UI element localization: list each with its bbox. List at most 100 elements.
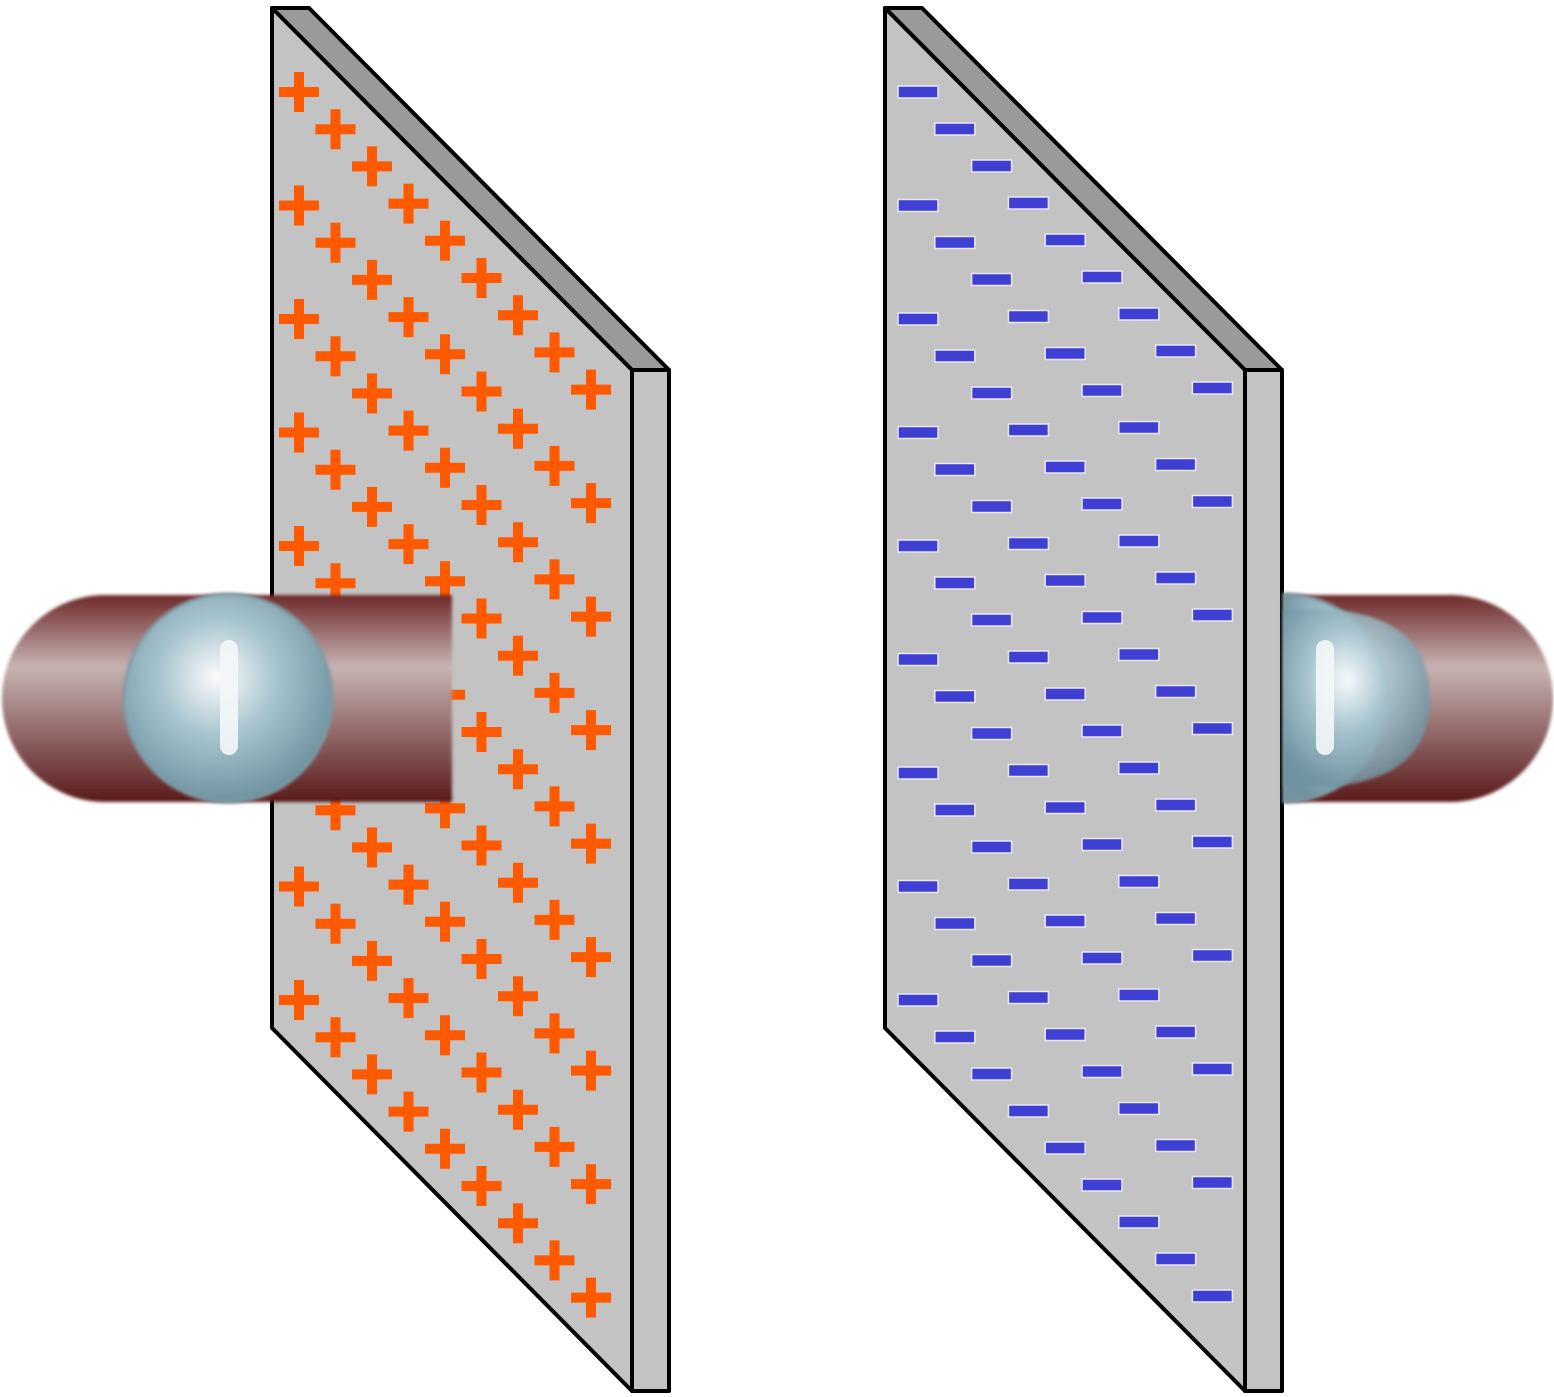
plus-charge [498, 1089, 538, 1130]
minus-charge [1118, 1101, 1160, 1116]
minus-charge [1118, 874, 1160, 889]
minus-charge [1118, 647, 1160, 662]
minus-charge [970, 726, 1013, 741]
minus-charge [1191, 608, 1234, 622]
minus-charge [1081, 724, 1123, 738]
plus-charge [315, 903, 356, 944]
negative-plate [883, 6, 1284, 1393]
plus-charge [571, 483, 611, 524]
plus-charge [534, 1240, 575, 1281]
minus-charge [1007, 650, 1050, 664]
plus-charge [461, 1052, 502, 1093]
minus-charge [1007, 536, 1050, 551]
plus-charge [352, 486, 392, 527]
plus-charge [315, 336, 356, 377]
minus-charge [1007, 1104, 1050, 1118]
minus-charge [1007, 763, 1050, 778]
minus-charge [1154, 1138, 1197, 1153]
minus-charge [1044, 914, 1086, 928]
plus-charge [279, 980, 319, 1020]
minus-charge [970, 272, 1013, 287]
plus-charge [571, 369, 611, 410]
minus-charge [897, 198, 939, 213]
plus-charge [352, 146, 392, 187]
plus-charge [279, 185, 319, 226]
plus-charge [461, 598, 502, 639]
plus-charge [498, 635, 538, 676]
plus-charge [279, 72, 319, 112]
minus-charge [1118, 761, 1160, 775]
plus-charge [498, 522, 538, 563]
plus-charge [461, 712, 502, 752]
minus-charge [970, 953, 1013, 968]
negative-charges [897, 85, 1234, 1303]
minus-charge [1154, 911, 1197, 926]
plus-charge [352, 940, 392, 981]
minus-charge [1044, 1027, 1086, 1042]
plus-charge [279, 412, 319, 453]
plus-charge [534, 1013, 575, 1054]
plus-charge [388, 297, 429, 338]
minus-charge [1007, 423, 1050, 437]
minus-charge [1191, 381, 1234, 395]
minus-charge [1081, 610, 1123, 625]
minus-charge [897, 652, 939, 667]
minus-charge [970, 159, 1013, 173]
plus-charge [388, 410, 429, 451]
plus-charge [534, 672, 575, 713]
minus-charge [1044, 800, 1086, 815]
plus-charge [461, 939, 502, 979]
minus-charge [1044, 573, 1086, 588]
plus-charge [461, 371, 502, 412]
plus-charge [571, 1277, 611, 1318]
plus-charge [534, 899, 575, 940]
plus-charge [571, 937, 611, 978]
plus-charge [498, 862, 538, 903]
minus-charge [1154, 684, 1197, 699]
plus-charge [388, 864, 429, 905]
plus-charge [498, 295, 538, 336]
minus-charge [1154, 344, 1197, 358]
plus-charge [425, 220, 465, 261]
plus-charge [534, 786, 575, 827]
minus-charge [1044, 233, 1086, 247]
plus-charge [498, 1203, 538, 1244]
minus-charge [897, 85, 939, 99]
plus-charge [279, 526, 319, 566]
minus-charge [1044, 1141, 1086, 1155]
plus-charge [352, 1054, 392, 1095]
plus-charge [534, 559, 575, 600]
minus-charge [1191, 1062, 1234, 1076]
minus-charge [1191, 1175, 1234, 1190]
minus-charge [897, 425, 939, 440]
plus-charge [534, 1126, 575, 1167]
plus-charge [571, 1164, 611, 1205]
minus-charge [1118, 420, 1160, 435]
plus-charge [388, 1091, 429, 1132]
plus-charge [461, 1166, 502, 1206]
minus-charge [897, 539, 939, 553]
minus-charge [1007, 196, 1050, 210]
minus-charge [1191, 494, 1234, 509]
plus-charge [388, 524, 429, 565]
negative-plate-side-edge [1243, 368, 1284, 1393]
plus-charge [461, 258, 502, 298]
minus-charge [897, 993, 939, 1007]
plus-charge [425, 447, 465, 488]
plus-charge [571, 823, 611, 864]
minus-charge [1044, 460, 1086, 474]
minus-charge [934, 235, 976, 250]
positive-plate-side-edge [630, 368, 671, 1393]
minus-charge [1191, 835, 1234, 849]
plus-charge [571, 596, 611, 637]
plus-charge [315, 109, 356, 150]
minus-charge [1081, 1064, 1123, 1079]
plus-charge [315, 222, 356, 263]
minus-charge [1081, 270, 1123, 284]
plus-charge [498, 976, 538, 1017]
minus-charge [1191, 948, 1234, 963]
minus-charge [1044, 346, 1086, 361]
plus-charge [425, 334, 465, 375]
